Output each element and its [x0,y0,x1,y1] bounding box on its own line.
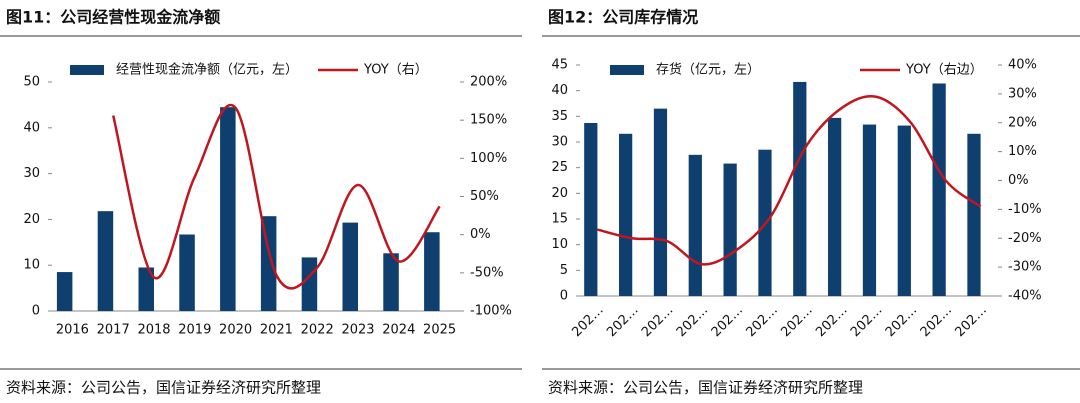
legend-label: YOY（右） [363,63,428,78]
x-tick-label: 2022 [301,323,334,338]
x-tick-label: 202… [778,303,815,340]
y-tick-label: 45 [551,58,568,73]
y-tick-label: 10 [551,237,568,252]
bar [97,211,114,311]
bar [179,234,195,311]
y2-tick-label: 200% [470,75,507,90]
x-tick-label: 2023 [341,323,374,338]
chart-title: 图12：公司库存情况 [548,8,698,27]
x-tick-label: 202… [744,303,781,340]
y2-tick-label: 40% [1008,58,1037,73]
y2-tick-label: 0% [470,227,491,242]
bar [56,272,73,311]
bar [619,133,633,296]
x-tick-label: 202… [569,303,606,340]
y2-tick-label: -10% [1008,202,1042,217]
y-tick-label: 40 [551,83,568,98]
bar [301,257,318,311]
x-tick-label: 2019 [178,323,211,338]
y2-tick-label: 30% [1008,86,1037,101]
legend-swatch [610,65,644,75]
bar [584,123,598,296]
bar [862,124,877,297]
y2-tick-label: -50% [470,265,504,280]
bar [383,253,399,311]
legend-label: 存货（亿元，左） [656,62,760,78]
x-tick-label: 202… [709,303,746,340]
line [597,94,982,266]
line [111,103,441,290]
y-tick-label: 5 [560,263,568,278]
y-tick-label: 35 [551,109,568,124]
bar [260,216,277,311]
y2-tick-label: 150% [470,113,507,128]
bar [220,107,236,311]
x-tick-label: 202… [953,303,990,340]
y-tick-label: 25 [551,160,568,175]
y2-tick-label: -20% [1008,231,1042,246]
y-tick-label: 20 [23,212,40,227]
bar [932,83,946,296]
y2-tick-label: -30% [1008,260,1042,275]
bar [723,163,737,296]
y2-tick-label: 0% [1008,173,1029,188]
legend-label: 经营性现金流净额（亿元，左） [116,62,298,78]
y2-tick-label: 50% [470,189,499,204]
bar [653,108,668,296]
bar [828,117,842,296]
x-tick-label: 2024 [382,323,415,338]
x-tick-label: 202… [848,303,885,340]
y-tick-label: 30 [23,166,40,181]
y-tick-label: 20 [551,186,568,201]
bar [793,81,807,296]
y2-tick-label: 10% [1008,144,1037,159]
y-tick-label: 0 [560,289,568,304]
bar [688,154,702,296]
bar [138,267,154,311]
x-tick-label: 202… [813,303,850,340]
x-tick-label: 2016 [56,323,89,338]
x-tick-label: 202… [918,303,955,340]
x-tick-label: 202… [883,303,920,340]
bar [342,222,358,311]
x-tick-label: 2021 [260,323,293,338]
bar [897,125,911,296]
y-tick-label: 10 [23,258,40,273]
x-tick-label: 202… [674,303,711,340]
chart-title: 图11：公司经营性现金流净额 [6,8,220,27]
y-tick-label: 50 [23,75,40,90]
x-tick-label: 2025 [423,323,456,338]
y-tick-label: 30 [551,135,568,150]
x-tick-label: 2020 [219,323,252,338]
legend-swatch [70,65,104,75]
x-tick-label: 2017 [97,323,130,338]
x-tick-label: 202… [639,303,676,340]
y-tick-label: 0 [32,304,40,319]
source-note: 资料来源：公司公告，国信证券经济研究所整理 [6,379,321,397]
source-note: 资料来源：公司公告，国信证券经济研究所整理 [548,379,863,397]
y2-tick-label: 100% [470,151,507,166]
y-tick-label: 15 [551,212,568,227]
legend-label: YOY（右边） [905,63,983,78]
bar [967,133,981,296]
x-tick-label: 2018 [137,323,170,338]
y-tick-label: 40 [23,120,40,135]
x-tick-label: 202… [604,303,641,340]
bar [424,232,440,311]
y2-tick-label: -100% [470,304,512,319]
y2-tick-label: 20% [1008,115,1037,130]
y2-tick-label: -40% [1008,289,1042,304]
